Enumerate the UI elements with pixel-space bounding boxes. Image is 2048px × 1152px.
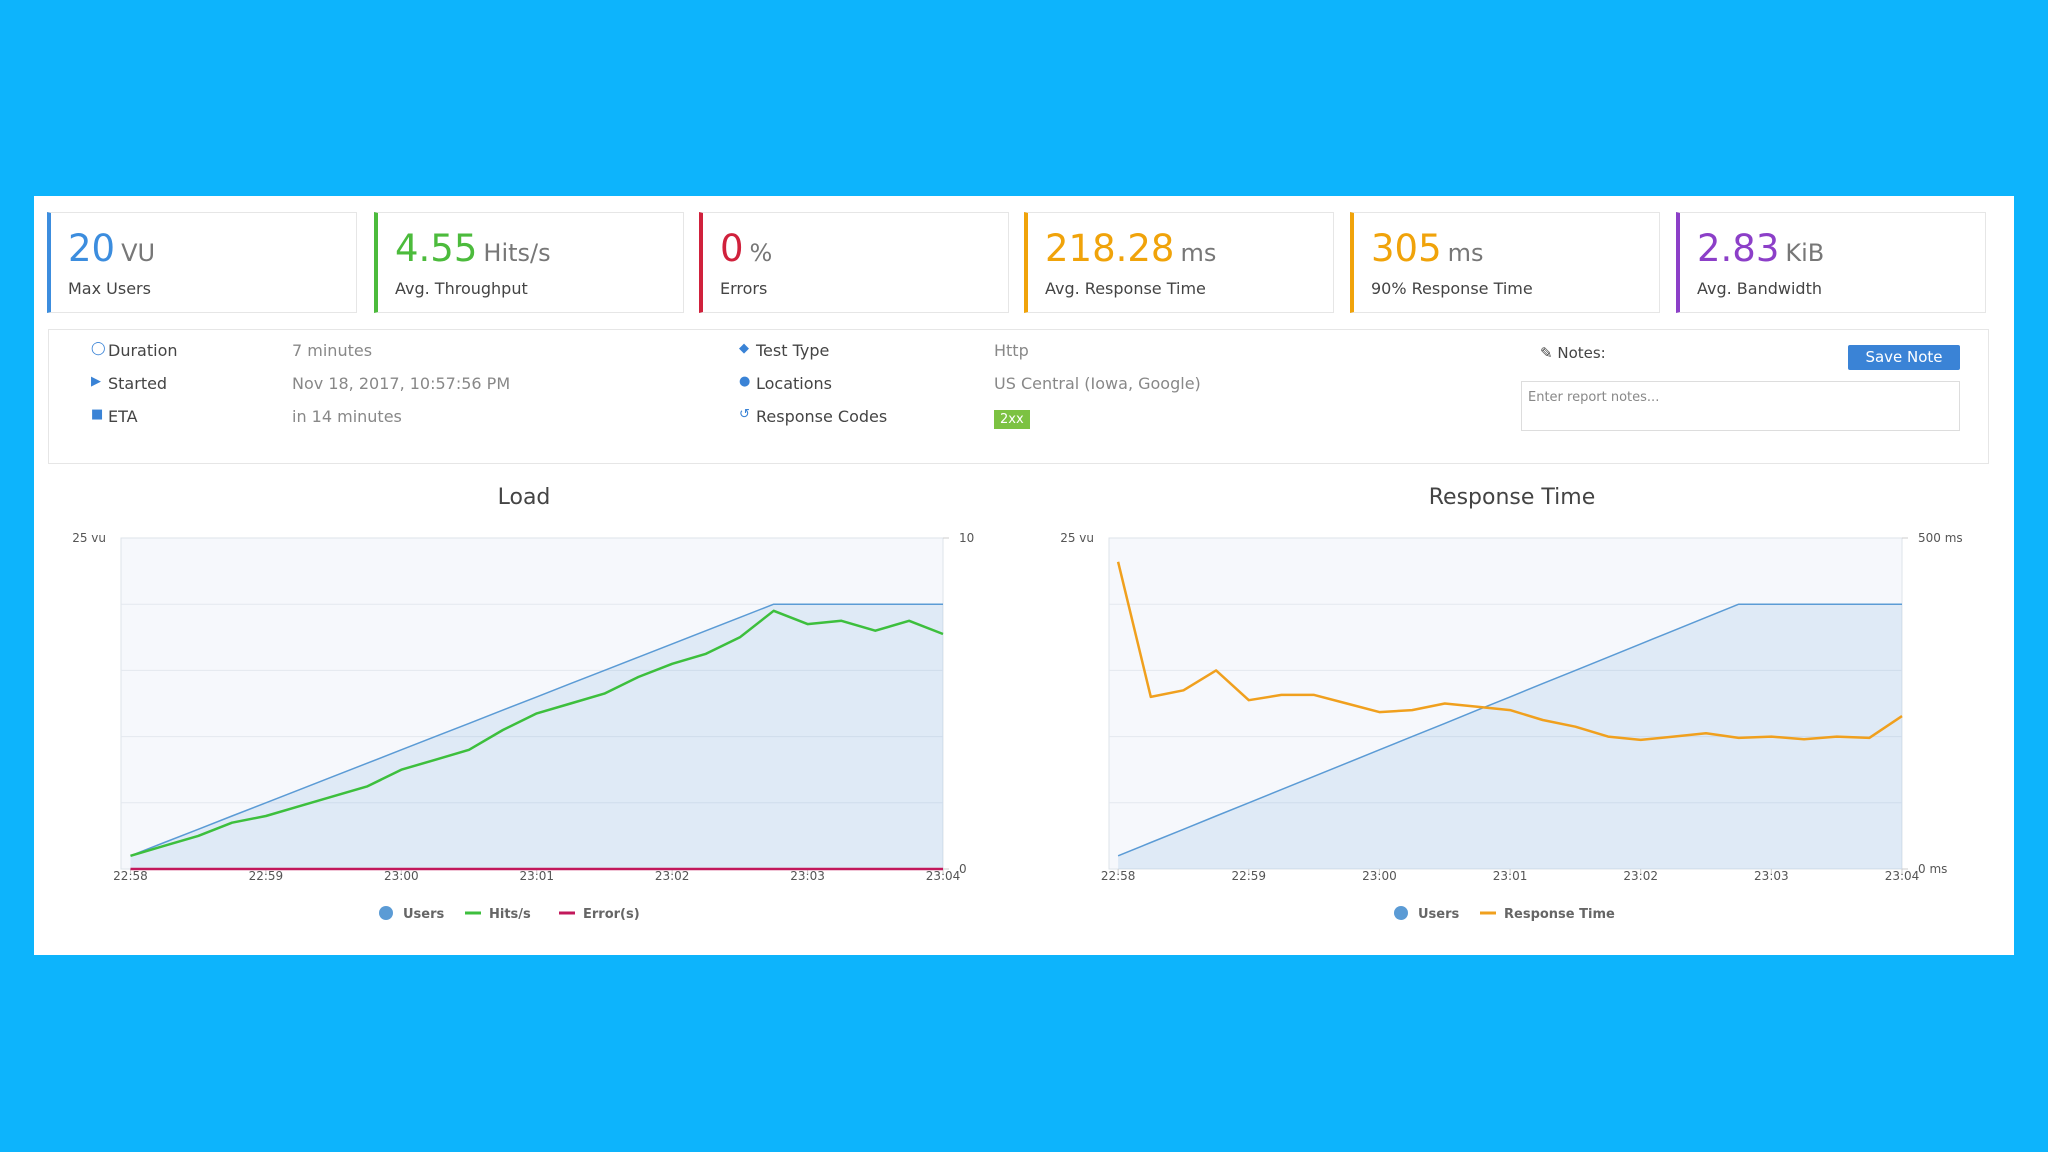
detail-label: Locations <box>756 374 833 393</box>
legend-marker <box>379 906 393 920</box>
y2-tick-label: 0 ms <box>1918 862 1947 876</box>
stat-value-row: 218.28 ms <box>1045 227 1216 270</box>
detail-label: Test Type <box>756 341 830 360</box>
legend-label: Users <box>403 907 445 922</box>
x-tick-label: 23:04 <box>926 869 961 883</box>
stat-label: Max Users <box>68 279 151 298</box>
x-tick-label: 23:00 <box>1362 869 1397 883</box>
y2-tick-label: 10 <box>959 531 974 545</box>
notes-textarea[interactable]: Enter report notes... <box>1521 381 1960 431</box>
x-tick-label: 22:58 <box>113 869 148 883</box>
stat-value: 20 <box>68 227 116 270</box>
x-tick-label: 23:00 <box>384 869 419 883</box>
series-line <box>1117 603 1902 857</box>
details-panel: ✎ Notes: Save Note Enter report notes...… <box>48 329 1989 464</box>
stat-card: 218.28 ms Avg. Response Time <box>1024 212 1334 313</box>
users-area <box>1118 604 1902 869</box>
stat-value: 305 <box>1371 227 1442 270</box>
detail-icon: ● <box>739 374 751 389</box>
stat-unit: ms <box>1447 239 1484 267</box>
x-tick-label: 22:59 <box>249 869 284 883</box>
stat-value: 2.83 <box>1697 227 1780 270</box>
stat-unit: ms <box>1180 239 1217 267</box>
legend-marker <box>1394 906 1408 920</box>
x-tick-label: 23:02 <box>655 869 690 883</box>
series-line <box>130 603 943 857</box>
chart-title: Response Time <box>1429 485 1596 510</box>
charts: Load 25 vu 0 10 22:58 22:59 23:00 23:01 23:02 23:… <box>72 485 1963 922</box>
stat-value-row: 305 ms <box>1371 227 1484 270</box>
legend-label: Users <box>1418 907 1460 922</box>
y2-tick-label: 500 ms <box>1918 531 1963 545</box>
stat-label: Avg. Throughput <box>395 279 528 298</box>
stat-card: 4.55 Hits/s Avg. Throughput <box>374 212 684 313</box>
x-tick-label: 22:59 <box>1231 869 1266 883</box>
x-tick-label: 23:01 <box>519 869 554 883</box>
y-tick-label: 25 vu <box>72 531 106 545</box>
series-line <box>1116 561 1903 742</box>
x-tick-label: 23:03 <box>790 869 825 883</box>
stat-label: 90% Response Time <box>1371 279 1533 298</box>
report-panel: ✎ Notes: Save Note Enter report notes...… <box>34 196 2014 955</box>
detail-icon: ◆ <box>739 341 749 356</box>
detail-icon: ▶ <box>91 374 101 389</box>
stat-card: 305 ms 90% Response Time <box>1350 212 1660 313</box>
detail-icon: ■ <box>91 407 104 422</box>
stat-label: Avg. Response Time <box>1045 279 1206 298</box>
plot-background <box>120 537 944 870</box>
y-tick-label: 25 vu <box>1060 531 1094 545</box>
stat-unit: Hits/s <box>483 239 551 267</box>
detail-label: ETA <box>108 407 138 426</box>
y2-tick-label: 0 <box>959 862 967 876</box>
stat-value: 0 <box>720 227 744 270</box>
legend-label: Hits/s <box>489 907 531 922</box>
stat-unit: KiB <box>1785 239 1825 267</box>
chart-title: Load <box>498 485 551 510</box>
detail-label: Response Codes <box>756 407 888 426</box>
stat-value: 218.28 <box>1045 227 1175 270</box>
x-tick-label: 22:58 <box>1101 869 1136 883</box>
users-area <box>130 604 944 869</box>
detail-value: in 14 minutes <box>292 407 402 426</box>
stat-value-row: 4.55 Hits/s <box>395 227 551 270</box>
stat-value: 4.55 <box>395 227 478 270</box>
stat-unit: % <box>749 239 773 267</box>
detail-icon: ◯ <box>91 341 106 356</box>
plot-background <box>1108 537 1903 870</box>
stat-card: 0% Errors <box>699 212 1009 313</box>
detail-value: US Central (Iowa, Google) <box>994 374 1201 393</box>
detail-value: Http <box>994 341 1029 360</box>
x-tick-label: 23:03 <box>1754 869 1789 883</box>
stat-label: Avg. Bandwidth <box>1697 279 1822 298</box>
legend-label: Response Time <box>1504 907 1615 922</box>
stat-card: 2.83 KiB Avg. Bandwidth <box>1676 212 1986 313</box>
detail-label: Started <box>108 374 168 393</box>
legend-label: Error(s) <box>583 907 640 922</box>
stat-value-row: 20 VU <box>68 227 155 270</box>
x-tick-label: 23:02 <box>1623 869 1658 883</box>
x-tick-label: 23:04 <box>1885 869 1920 883</box>
notes-text: Notes: <box>1557 344 1606 362</box>
x-tick-label: 23:01 <box>1493 869 1528 883</box>
stat-card: 20 VU Max Users <box>47 212 357 313</box>
save-note-button[interactable]: Save Note <box>1848 345 1960 370</box>
stat-unit: VU <box>121 239 156 267</box>
series-line <box>130 609 944 857</box>
detail-icon: ↺ <box>739 407 750 422</box>
detail-label: Duration <box>108 341 178 360</box>
stat-label: Errors <box>720 279 768 298</box>
notes-label: ✎ Notes: <box>1540 344 1606 362</box>
detail-value: Nov 18, 2017, 10:57:56 PM <box>292 374 511 393</box>
detail-value: 7 minutes <box>292 341 373 360</box>
detail-value-wrap: 2xx <box>994 408 1030 429</box>
stat-value-row: 0% <box>720 227 772 270</box>
response-code-badge: 2xx <box>994 410 1030 429</box>
stat-value-row: 2.83 KiB <box>1697 227 1824 270</box>
